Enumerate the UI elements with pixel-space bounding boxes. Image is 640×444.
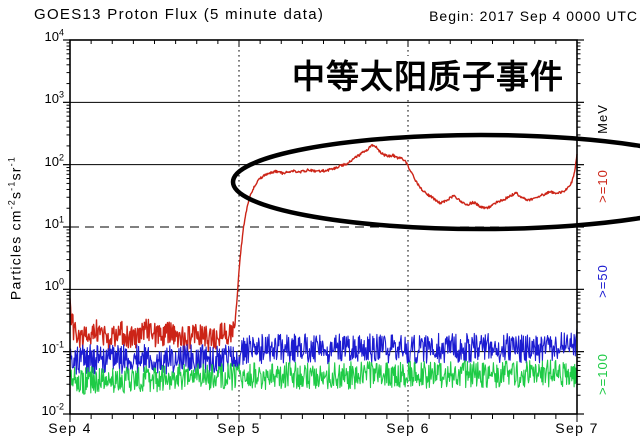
- plot-title: GOES13 Proton Flux (5 minute data): [34, 6, 325, 23]
- chinese-event-annotation: 中等太阳质子事件: [282, 56, 574, 98]
- begin-timestamp: Begin: 2017 Sep 4 0000 UTC: [429, 8, 638, 24]
- legend-label: >=100: [594, 353, 610, 395]
- y-tick-label: 104: [44, 27, 64, 44]
- y-tick-label: 101: [44, 214, 64, 231]
- y-tick-label: 10-2: [41, 401, 64, 418]
- x-tick-label: Sep 5: [217, 420, 261, 436]
- x-tick-label: Sep 6: [386, 420, 430, 436]
- y-tick-label: 100: [44, 277, 64, 294]
- highlight-ellipse: [230, 132, 640, 232]
- right-units-label: MeV: [594, 104, 610, 134]
- legend-label: >=10: [594, 169, 610, 203]
- y-tick-label: 10-1: [41, 339, 64, 356]
- y-tick-label: 102: [44, 152, 64, 169]
- legend-label: >=50: [594, 264, 610, 298]
- x-tick-label: Sep 4: [48, 420, 92, 436]
- y-tick-label: 103: [44, 90, 64, 107]
- x-tick-label: Sep 7: [555, 420, 599, 436]
- series--10-mev: [69, 143, 578, 353]
- series--50-mev: [69, 328, 578, 375]
- series--100-mev: [69, 359, 578, 395]
